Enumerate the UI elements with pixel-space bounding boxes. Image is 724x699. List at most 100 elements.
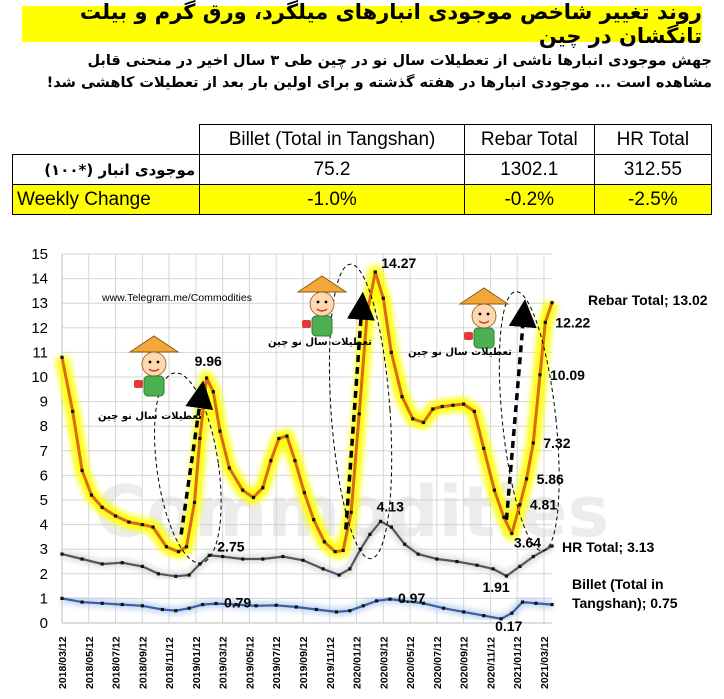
x-tick-label: 2019/07/12 [271, 636, 283, 689]
y-tick-label: 13 [31, 295, 48, 312]
table-header-rebar: Rebar Total [463, 124, 595, 155]
x-tick-label: 2020/07/12 [432, 636, 444, 689]
x-tick-label: 2018/07/12 [111, 636, 123, 689]
billet-total-in-tangshan-point [462, 610, 466, 614]
hr-total-point [60, 552, 64, 556]
billet-total-in-tangshan-point [520, 600, 525, 604]
billet-total-in-tangshan-line [61, 597, 553, 620]
holiday-ellipse [498, 291, 560, 552]
x-tick-label: 2018/05/12 [84, 636, 96, 689]
rebar-total-point [71, 409, 75, 414]
x-tick-label: 2018/11/12 [164, 637, 176, 689]
mascot-figure-3 [458, 287, 510, 349]
rebar-total-point [176, 550, 181, 554]
billet-total-in-tangshan-point [140, 604, 144, 608]
x-tick-label: 2020/03/12 [378, 636, 390, 689]
billet-total-in-tangshan-point [550, 602, 554, 607]
billet-total-in-tangshan-point [361, 604, 365, 608]
weekly-change-label: Weekly Change [11, 184, 201, 215]
rebar-total-point [462, 402, 466, 406]
hr-total-point [241, 557, 245, 561]
billet-total-in-tangshan-point [120, 602, 124, 607]
rebar-total-point [198, 436, 202, 441]
rebar-total-point [293, 459, 297, 463]
hr-total-point [550, 544, 554, 548]
trend-arrows [179, 291, 537, 535]
data-label: 4.13 [377, 498, 404, 514]
table-row-weekly-change: Weekly Change -1.0% -0.2% -2.5% [11, 184, 713, 215]
y-tick-label: 0 [40, 615, 48, 632]
rebar-total-point [389, 350, 393, 354]
hr-total-point [475, 563, 479, 567]
billet-total-in-tangshan-point [100, 601, 104, 605]
rebar-total-point [502, 515, 506, 519]
weekly-change-rebar: -0.2% [463, 184, 595, 215]
y-tick-label: 1 [40, 590, 48, 607]
billet-total-in-tangshan-point [294, 605, 298, 609]
y-tick-label: 7 [40, 443, 48, 460]
billet-total-in-tangshan-point [334, 610, 339, 614]
holiday-label-3: تعطیلات سال نو چین [408, 347, 512, 358]
billet-total-in-tangshan-point [510, 611, 514, 615]
data-label: 0.79 [224, 595, 251, 611]
y-tick-label: 14 [31, 271, 48, 288]
data-label: 12.22 [555, 314, 590, 330]
rebar-total-point [151, 525, 155, 529]
rebar-total-point [89, 493, 94, 497]
rebar-total-point [357, 412, 361, 416]
source-url: www.Telegram.me/Commodities [101, 292, 252, 304]
y-tick-label: 6 [40, 467, 48, 484]
rebar-total-point [472, 409, 476, 414]
rebar-total-point [510, 531, 514, 536]
rebar-total-point [140, 523, 144, 527]
rebar-total-point [451, 403, 455, 407]
rebar-end-label: Rebar Total; 13.02 [588, 292, 708, 308]
rebar-total-point [227, 466, 231, 470]
rebar-total-point [431, 407, 435, 411]
hr-total-point [187, 573, 191, 577]
hr-total-point [221, 554, 225, 559]
rebar-total-point [261, 486, 265, 490]
billet-end-label-line2: Tangshan); 0.75 [572, 595, 678, 611]
y-tick-label: 2 [40, 566, 48, 583]
hr-total-point [156, 572, 160, 576]
hr-total-point [379, 519, 383, 524]
holiday-label-2: تعطیلات سال نو چین [268, 337, 372, 348]
rebar-total-point [60, 355, 64, 359]
x-tick-label: 2021/03/12 [539, 636, 551, 689]
billet-total-in-tangshan-point [254, 604, 258, 608]
rebar-total-point [411, 417, 415, 421]
hr-total-point [416, 552, 420, 556]
hr-total-point [301, 558, 305, 562]
rebar-total-point [285, 434, 289, 438]
billet-total-in-tangshan-point [441, 606, 446, 610]
y-tick-label: 8 [40, 418, 48, 435]
billet-total-in-tangshan-point [274, 603, 278, 607]
x-tick-label: 2018/03/12 [57, 636, 69, 689]
holiday-label-1: تعطیلات سال نو چین [98, 411, 202, 422]
data-label: 9.96 [195, 353, 222, 369]
hr-total-point [261, 557, 265, 561]
rebar-total-point [482, 446, 486, 450]
rebar-total-point [349, 510, 353, 514]
hr-total-point [518, 564, 522, 569]
billet-total-in-tangshan-point [348, 609, 352, 613]
table-corner-cell [12, 124, 201, 155]
rebar-total-point [538, 373, 542, 377]
hr-total-point [491, 567, 495, 571]
billet-total-in-tangshan-point [388, 597, 392, 601]
billet-total-in-tangshan-point [214, 601, 218, 606]
intro-line-1: جهش موجودی انبارها ناشی از تعطیلات سال ن… [87, 53, 712, 69]
trend-arrow [344, 291, 375, 530]
billet-total-in-tangshan-point [200, 602, 205, 607]
x-tick-label: 2019/11/12 [325, 637, 337, 689]
rebar-total-point [164, 545, 169, 549]
rebar-total-point [277, 436, 281, 441]
data-label: 0.97 [398, 590, 425, 606]
billet-total-in-tangshan-point [499, 617, 503, 621]
rebar-total-point [312, 518, 316, 522]
rebar-total-point [421, 420, 426, 425]
intro-text: جهش موجودی انبارها ناشی از تعطیلات سال ن… [12, 50, 712, 94]
